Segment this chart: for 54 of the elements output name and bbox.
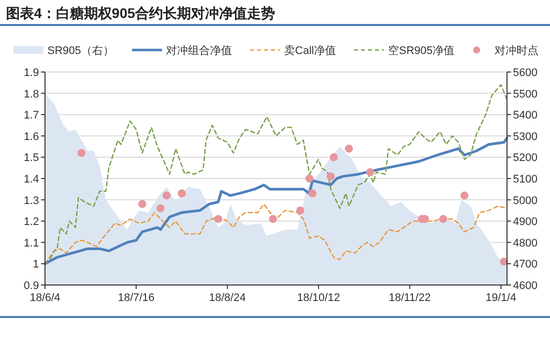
chart-title: 图表4：白糖期权905合约长期对冲净值走势 xyxy=(6,5,276,21)
y-tick-label: 1.9 xyxy=(24,67,39,79)
legend-label: 卖Call净值 xyxy=(284,44,336,57)
point xyxy=(214,214,222,223)
x-tick-label: 18/6/4 xyxy=(30,292,60,304)
y2-tick-label: 5200 xyxy=(513,152,538,164)
x-tick-label: 18/7/16 xyxy=(118,292,155,304)
point xyxy=(500,258,508,266)
y-tick-label: 1.2 xyxy=(24,216,39,228)
point xyxy=(305,174,314,182)
line-series xyxy=(44,136,508,265)
line-series xyxy=(44,203,508,264)
y2-tick-label: 5000 xyxy=(513,194,538,207)
y2-tick-label: 5500 xyxy=(513,88,538,100)
point xyxy=(308,189,316,198)
y-tick-label: 1.4 xyxy=(24,174,39,186)
point xyxy=(366,168,374,176)
y-tick-label: 1 xyxy=(32,258,39,271)
y2-tick-label: 4700 xyxy=(513,258,538,271)
y2-tick-label: 4600 xyxy=(513,280,538,292)
point xyxy=(460,192,468,200)
y-tick-label: 1.6 xyxy=(24,130,39,143)
x-tick-label: 18/8/24 xyxy=(209,292,246,304)
y-tick-label: 1.7 xyxy=(24,110,39,122)
y-tick-label: 0.9 xyxy=(24,280,39,292)
legend-label: SR905（右） xyxy=(47,45,114,57)
legend-label: 对冲组合净值 xyxy=(166,44,232,57)
point xyxy=(330,153,338,162)
line-series xyxy=(44,84,508,264)
legend-label: 对冲时点 xyxy=(494,44,539,57)
point xyxy=(326,172,335,180)
point xyxy=(156,204,164,212)
point xyxy=(296,206,304,214)
y2-tick-label: 4900 xyxy=(513,216,538,228)
point xyxy=(344,144,353,153)
y2-tick-label: 5600 xyxy=(513,67,538,79)
x-tick-label: 19/1/4 xyxy=(486,292,516,304)
point xyxy=(77,148,86,157)
x-tick-label: 18/10/12 xyxy=(297,292,340,304)
y-tick-label: 1.8 xyxy=(24,88,39,100)
point xyxy=(138,200,146,208)
y2-tick-label: 4800 xyxy=(513,237,538,250)
point xyxy=(439,214,448,223)
y2-tick-label: 5400 xyxy=(513,110,538,122)
y2-tick-label: 5300 xyxy=(513,130,538,143)
point xyxy=(178,189,186,198)
y-tick-label: 1.1 xyxy=(24,237,39,250)
point xyxy=(268,214,277,223)
y-tick-label: 1.3 xyxy=(24,194,39,207)
point xyxy=(162,192,171,200)
y-tick-label: 1.5 xyxy=(24,152,39,164)
y2-tick-label: 5100 xyxy=(513,174,538,186)
legend-label: 空SR905净值 xyxy=(388,44,455,57)
x-tick-label: 18/11/22 xyxy=(388,292,431,304)
